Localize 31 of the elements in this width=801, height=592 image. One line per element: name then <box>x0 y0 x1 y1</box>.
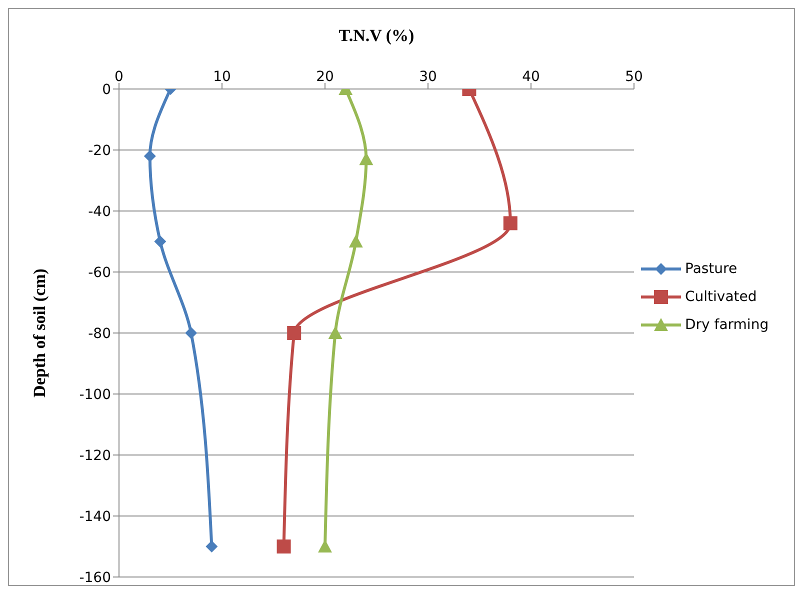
y-tick-label: -60 <box>88 264 111 281</box>
x-axis-title: T.N.V (%) <box>338 26 414 46</box>
x-tick-label: 30 <box>419 69 437 85</box>
point <box>287 326 302 340</box>
y-tick-label: -160 <box>79 570 111 586</box>
x-tick-label: 50 <box>625 69 643 85</box>
y-tick-label: -20 <box>88 142 111 159</box>
legend-label: Dry farming <box>685 317 769 333</box>
point <box>144 150 156 162</box>
point <box>328 326 342 339</box>
x-tick-label: 40 <box>522 69 540 85</box>
point <box>276 540 291 554</box>
point <box>206 540 218 552</box>
x-tick-label: 0 <box>114 69 124 85</box>
x-tick-label: 20 <box>316 69 334 85</box>
point <box>348 234 363 248</box>
y-axis-title: Depth of soil (cm) <box>30 268 50 398</box>
y-tick-label: -40 <box>88 204 111 220</box>
y-tick-label: -100 <box>79 386 111 403</box>
point <box>154 236 166 248</box>
y-tick-label: -120 <box>79 448 111 464</box>
point <box>318 540 332 552</box>
x-tick-label: 10 <box>213 69 231 85</box>
y-tick-label: -80 <box>88 326 111 342</box>
legend-label: Cultivated <box>685 289 757 305</box>
y-tick-label: 0 <box>102 82 111 98</box>
y-tick-label: -140 <box>79 508 111 525</box>
point <box>503 216 518 230</box>
point <box>185 327 198 339</box>
legend-label: Pasture <box>685 261 738 277</box>
point <box>359 152 374 166</box>
